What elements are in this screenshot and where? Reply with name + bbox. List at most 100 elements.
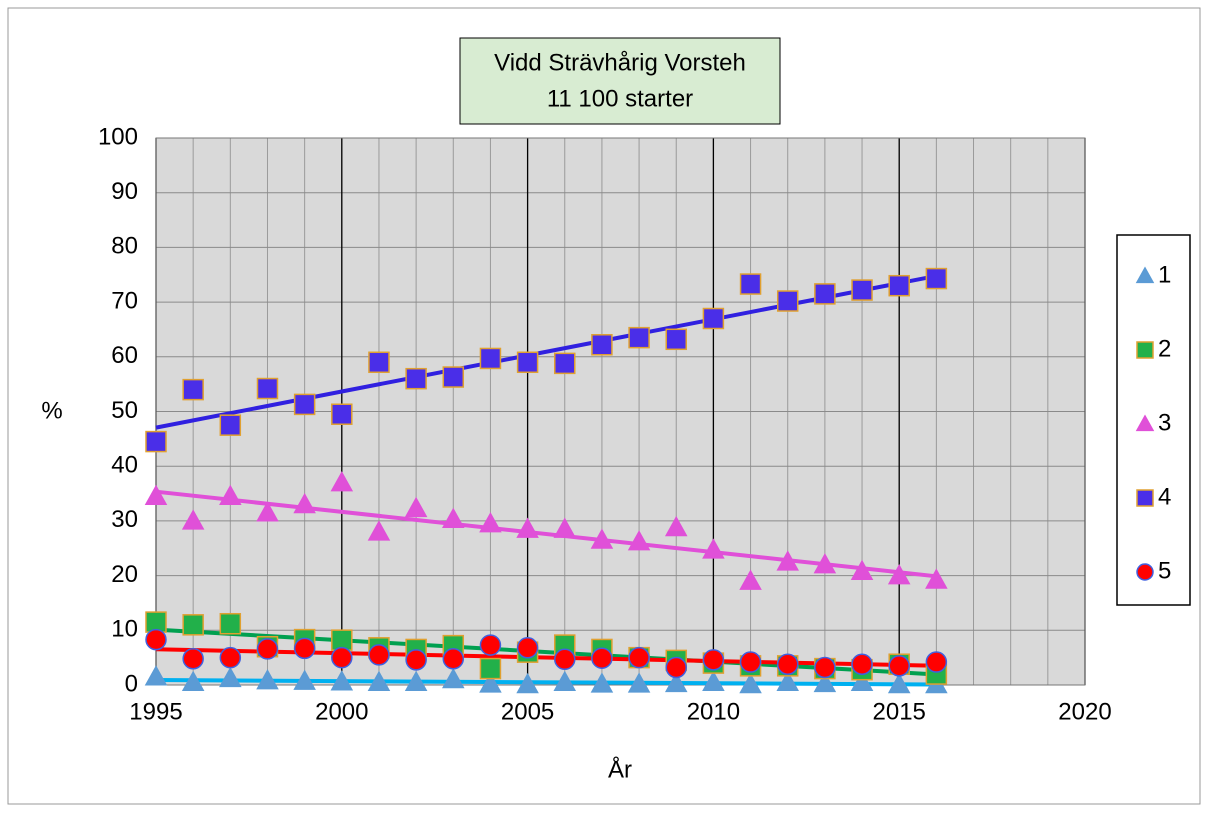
y-tick-label: 70 bbox=[111, 287, 138, 314]
point bbox=[516, 672, 539, 694]
y-tick-label: 40 bbox=[111, 452, 138, 479]
point bbox=[664, 671, 688, 693]
point bbox=[442, 647, 465, 670]
point bbox=[219, 414, 242, 436]
point bbox=[442, 507, 465, 529]
point bbox=[330, 471, 354, 492]
point bbox=[367, 670, 391, 692]
x-tick-label: 2010 bbox=[687, 698, 740, 725]
point bbox=[850, 559, 874, 580]
legend-box bbox=[1116, 234, 1191, 606]
point bbox=[145, 628, 167, 651]
point bbox=[664, 515, 688, 537]
point bbox=[628, 326, 650, 349]
legend-label: 1 bbox=[1158, 261, 1171, 288]
y-tick-label: 30 bbox=[111, 506, 138, 533]
point bbox=[442, 366, 465, 388]
trendline bbox=[155, 273, 937, 430]
legend-label: 5 bbox=[1158, 557, 1171, 584]
x-tick-label: 2020 bbox=[1058, 698, 1111, 725]
legend-marker bbox=[1136, 563, 1154, 581]
point bbox=[702, 649, 725, 671]
y-tick-label: 20 bbox=[111, 561, 138, 588]
y-tick-label: 90 bbox=[111, 178, 138, 205]
point bbox=[144, 665, 168, 686]
point bbox=[256, 377, 279, 400]
point bbox=[219, 612, 242, 635]
point bbox=[850, 670, 874, 692]
point bbox=[776, 550, 799, 571]
point bbox=[479, 657, 502, 680]
y-tick-label: 0 bbox=[125, 670, 138, 697]
point bbox=[404, 496, 428, 518]
point bbox=[665, 656, 687, 679]
point bbox=[516, 351, 539, 374]
trendline bbox=[155, 647, 937, 668]
point bbox=[219, 484, 242, 506]
point bbox=[182, 614, 204, 636]
point bbox=[627, 530, 651, 551]
point bbox=[590, 672, 614, 693]
point bbox=[554, 352, 576, 375]
point bbox=[219, 646, 242, 669]
point bbox=[293, 393, 316, 416]
trendline bbox=[155, 678, 937, 687]
legend-marker bbox=[1136, 489, 1154, 507]
point bbox=[405, 367, 427, 390]
point bbox=[256, 501, 279, 522]
point bbox=[739, 651, 762, 673]
chart-title: Vidd Strävhårig Vorsteh bbox=[494, 49, 746, 76]
point bbox=[814, 656, 836, 679]
point bbox=[627, 672, 651, 693]
y-axis-label: % bbox=[41, 397, 62, 424]
legend-marker bbox=[1135, 414, 1155, 432]
point bbox=[553, 670, 577, 692]
x-tick-label: 2000 bbox=[315, 698, 368, 725]
point bbox=[181, 670, 205, 692]
point bbox=[256, 638, 279, 660]
point bbox=[368, 644, 390, 666]
legend-label: 3 bbox=[1158, 409, 1171, 436]
point bbox=[479, 512, 502, 533]
point bbox=[739, 569, 762, 590]
point bbox=[145, 430, 167, 453]
chart-subtitle: 11 100 starter bbox=[547, 85, 693, 112]
point bbox=[887, 564, 911, 585]
point bbox=[702, 307, 725, 330]
point bbox=[888, 274, 910, 297]
point bbox=[331, 646, 353, 669]
point bbox=[405, 649, 427, 671]
point bbox=[181, 509, 205, 530]
point bbox=[442, 667, 465, 689]
point bbox=[665, 328, 687, 351]
point bbox=[925, 568, 948, 589]
legend-marker bbox=[1135, 266, 1155, 284]
point bbox=[851, 653, 873, 675]
point bbox=[739, 672, 762, 694]
point bbox=[516, 517, 539, 538]
point bbox=[776, 670, 799, 692]
point bbox=[925, 267, 948, 290]
point bbox=[739, 273, 762, 295]
point bbox=[479, 347, 502, 370]
x-axis-label: År bbox=[608, 755, 632, 783]
point bbox=[367, 520, 391, 541]
legend-label: 4 bbox=[1158, 483, 1171, 510]
point bbox=[144, 484, 168, 506]
title-box bbox=[459, 37, 781, 125]
point bbox=[887, 672, 911, 694]
y-tick-label: 100 bbox=[98, 123, 138, 150]
point bbox=[219, 666, 242, 688]
point bbox=[293, 669, 316, 690]
trendline bbox=[155, 627, 937, 677]
point bbox=[330, 670, 354, 691]
y-tick-label: 60 bbox=[111, 342, 138, 369]
trendline bbox=[155, 489, 937, 579]
legend-label: 2 bbox=[1158, 335, 1171, 362]
legend-marker bbox=[1136, 341, 1154, 359]
y-tick-label: 80 bbox=[111, 233, 138, 260]
point bbox=[516, 637, 539, 659]
point bbox=[182, 378, 204, 401]
point bbox=[814, 283, 836, 305]
point bbox=[628, 646, 650, 669]
